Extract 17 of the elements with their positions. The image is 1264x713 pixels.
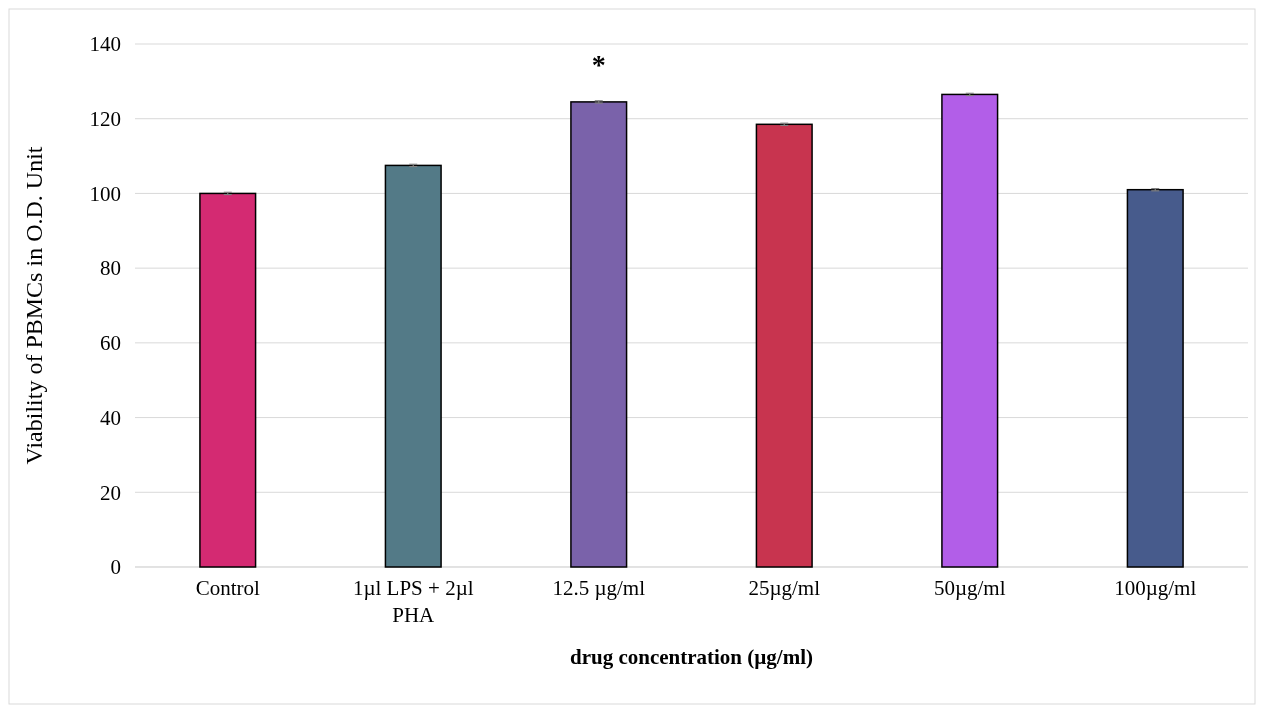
x-tick-label: Control	[195, 576, 260, 600]
x-tick-label: 1µl LPS + 2µl PHA	[352, 576, 474, 627]
x-axis-title: drug concentration (µg/ml)	[569, 645, 814, 669]
x-tick-label: 100µg/ml	[1114, 576, 1197, 600]
y-tick-label: 100	[89, 181, 121, 206]
y-tick-label: 140	[89, 32, 121, 57]
x-tick-label: 25µg/ml	[748, 576, 821, 600]
y-tick-label: 0	[110, 555, 121, 580]
x-tick-label: 50µg/ml	[933, 576, 1006, 600]
y-tick-label: 60	[100, 331, 121, 356]
y-tick-label: 40	[100, 405, 121, 430]
annotation: *	[591, 48, 606, 80]
y-tick-label: 80	[100, 256, 121, 281]
y-tick-label: 120	[89, 107, 121, 132]
y-tick-label: 20	[100, 480, 121, 505]
y-axis-title: Viability of PBMCs in O.D. Unit	[21, 146, 47, 465]
x-tick-label: 12.5 µg/ml	[552, 576, 646, 600]
